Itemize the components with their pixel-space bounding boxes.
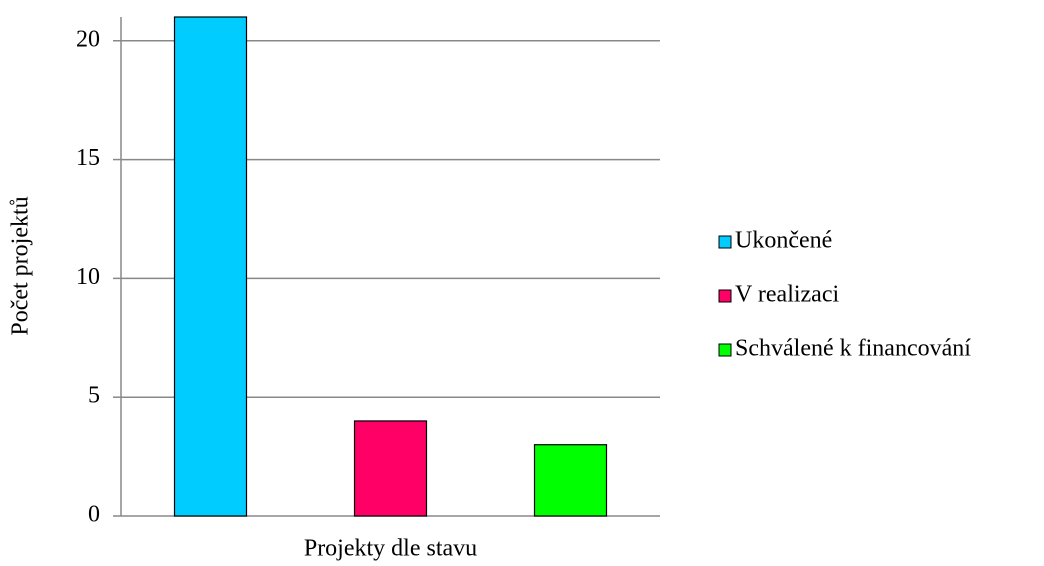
bar — [533, 444, 608, 517]
legend-swatch — [718, 235, 732, 249]
y-tick-label: 0 — [88, 502, 100, 528]
bar — [173, 16, 248, 517]
y-tick-label: 20 — [76, 26, 100, 52]
y-tick-label: 5 — [88, 383, 100, 409]
x-tick-label: Projekty dle stavu — [304, 536, 477, 562]
legend-label: V realizaci — [735, 282, 839, 308]
bar — [353, 420, 428, 517]
legend-label: Ukončené — [735, 228, 832, 254]
y-tick-label: 10 — [76, 264, 100, 290]
legend-label: Schválené k financování — [735, 336, 971, 362]
y-axis-label: Počet projektů — [8, 196, 34, 335]
legend-swatch — [718, 289, 732, 303]
legend-swatch — [718, 343, 732, 357]
y-tick-label: 15 — [76, 145, 100, 171]
